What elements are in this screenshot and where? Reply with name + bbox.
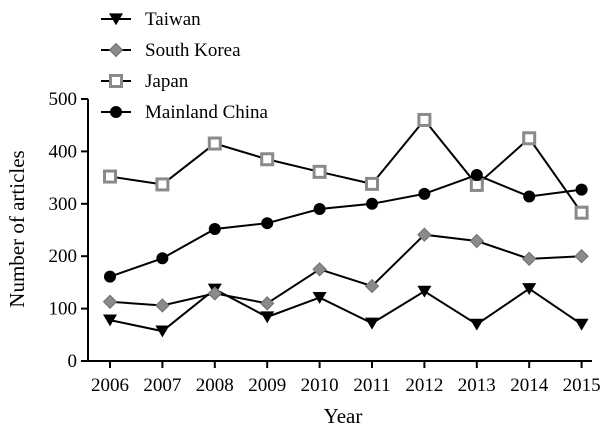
data-point-south-korea bbox=[574, 248, 589, 264]
series-markers bbox=[102, 112, 589, 338]
data-point-japan bbox=[365, 176, 379, 191]
data-point-mainland-china bbox=[575, 183, 588, 196]
legend-marker-mainland-china bbox=[110, 106, 122, 118]
x-tick-label: 2015 bbox=[563, 375, 601, 396]
x-tick-label: 2011 bbox=[353, 375, 390, 396]
x-tick-label: 2006 bbox=[91, 375, 129, 396]
x-tick-label: 2013 bbox=[458, 375, 496, 396]
data-point-japan bbox=[260, 152, 275, 167]
data-point-taiwan bbox=[469, 318, 484, 331]
series-line-japan bbox=[109, 118, 583, 214]
y-tick-label: 100 bbox=[49, 299, 78, 320]
y-tick-label: 500 bbox=[49, 89, 78, 110]
x-tick-label: 2010 bbox=[301, 375, 339, 396]
data-point-mainland-china bbox=[523, 190, 536, 203]
data-point-taiwan bbox=[312, 291, 327, 304]
data-point-taiwan bbox=[574, 318, 589, 331]
data-point-japan bbox=[417, 112, 432, 127]
series-line-mainland-china bbox=[109, 173, 582, 278]
data-point-japan bbox=[312, 164, 327, 179]
legend-marker-south-korea bbox=[108, 42, 124, 58]
data-point-mainland-china bbox=[418, 187, 431, 200]
data-point-mainland-china bbox=[470, 168, 483, 181]
data-point-japan bbox=[103, 169, 117, 184]
y-tick-label: 0 bbox=[68, 351, 78, 372]
legend-label-south-korea: South Korea bbox=[145, 40, 241, 61]
data-point-mainland-china bbox=[313, 203, 326, 216]
x-tick-label: 2014 bbox=[510, 375, 549, 396]
data-point-taiwan bbox=[365, 317, 379, 330]
data-point-south-korea bbox=[521, 251, 537, 267]
data-point-south-korea bbox=[417, 227, 432, 242]
data-point-taiwan bbox=[103, 314, 117, 327]
data-point-taiwan bbox=[522, 283, 537, 295]
data-point-south-korea bbox=[155, 298, 170, 313]
data-point-mainland-china bbox=[261, 217, 274, 230]
legend-marker-taiwan bbox=[109, 13, 123, 26]
x-tick-label: 2008 bbox=[196, 375, 234, 396]
legend-marker-japan bbox=[109, 74, 123, 88]
series-lines bbox=[109, 118, 583, 333]
x-tick-label: 2009 bbox=[248, 375, 286, 396]
data-point-mainland-china bbox=[104, 270, 116, 283]
data-point-south-korea bbox=[259, 296, 275, 311]
data-point-japan bbox=[207, 136, 222, 151]
legend-label-mainland-china: Mainland China bbox=[145, 102, 269, 123]
data-point-taiwan bbox=[417, 285, 432, 298]
data-point-mainland-china bbox=[208, 222, 221, 235]
y-tick-label: 200 bbox=[49, 246, 78, 267]
y-tick-label: 400 bbox=[49, 141, 78, 162]
series-line-south-korea bbox=[109, 233, 582, 307]
data-point-japan bbox=[469, 177, 484, 192]
y-axis-title: Number of articles bbox=[5, 150, 29, 307]
axes: 0 100 200 300 400 500 2006 2007 2008 2009 2010 2011… bbox=[49, 89, 601, 396]
data-point-japan bbox=[155, 177, 170, 192]
y-tick-label: 300 bbox=[49, 194, 78, 215]
x-axis-title: Year bbox=[324, 404, 363, 428]
data-point-mainland-china bbox=[366, 197, 378, 210]
legend-label-taiwan: Taiwan bbox=[145, 9, 201, 30]
data-point-south-korea bbox=[364, 278, 380, 294]
data-point-japan bbox=[574, 205, 589, 220]
data-point-japan bbox=[522, 131, 537, 146]
data-point-south-korea bbox=[207, 286, 223, 301]
x-tick-label: 2012 bbox=[405, 375, 443, 396]
legend-label-japan: Japan bbox=[145, 71, 189, 92]
data-point-south-korea bbox=[312, 262, 327, 277]
legend: Taiwan South Korea Japan Mainland China bbox=[101, 9, 269, 123]
data-point-south-korea bbox=[102, 294, 118, 309]
data-point-south-korea bbox=[469, 233, 485, 249]
series-line-taiwan bbox=[109, 287, 583, 333]
data-point-mainland-china bbox=[156, 252, 169, 265]
data-point-taiwan bbox=[260, 311, 275, 324]
x-tick-label: 2007 bbox=[143, 375, 181, 396]
data-point-taiwan bbox=[155, 325, 170, 338]
